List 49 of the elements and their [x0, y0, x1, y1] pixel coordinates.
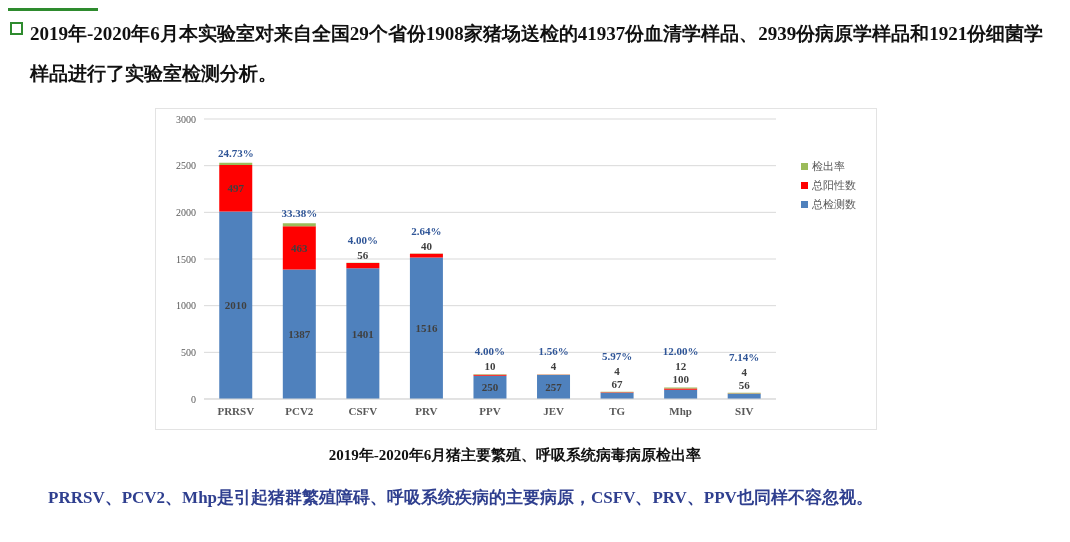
- text: PRRSV、PCV2、Mhp是引起猪群繁殖障碍、呼吸系统疾病的主要病原，CSFV、PRV、PPV也同样不容忽视。: [48, 487, 874, 509]
- y-tick-label: 500: [181, 346, 196, 358]
- data-label: 2010: [224, 299, 248, 312]
- x-tick-label: PRV: [415, 404, 438, 417]
- data-label: 67: [611, 377, 624, 390]
- data-label: 1.56%: [538, 345, 569, 358]
- x-tick-label: CSFV: [348, 404, 378, 417]
- data-label: 5.97%: [601, 349, 633, 362]
- data-label: 56: [738, 378, 751, 391]
- y-tick-label: 2000: [176, 206, 196, 218]
- data-label: 497: [227, 182, 245, 195]
- x-tick-label: TG: [609, 404, 626, 417]
- data-label: 100: [672, 373, 690, 386]
- x-tick-label: SIV: [735, 404, 754, 417]
- y-tick-label: 0: [191, 393, 196, 405]
- y-tick-label: 1000: [176, 300, 196, 312]
- y-tick-label: 3000: [176, 113, 196, 125]
- data-label: 12.00%: [662, 345, 699, 358]
- data-label: 24.73%: [217, 146, 254, 159]
- x-tick-label: Mhp: [669, 404, 692, 417]
- y-tick-label: 1500: [176, 253, 196, 265]
- x-tick-label: PRRSV: [217, 404, 255, 417]
- data-label: 4.00%: [347, 233, 378, 246]
- data-label: 1401: [351, 327, 374, 340]
- data-label: 56: [357, 248, 369, 261]
- text: 2019年-2020年6月猪主要繁殖、呼吸系统病毒病原检出率: [327, 446, 703, 465]
- legend-label: 检出率: [811, 159, 846, 174]
- data-label: 2.64%: [411, 224, 442, 237]
- data-label: 40: [420, 239, 433, 252]
- data-label: 463: [291, 241, 309, 254]
- data-label: 257: [545, 381, 563, 394]
- data-label: 4: [550, 360, 557, 373]
- chart-title: 2019年-2020年6月本实验室对来自全国29个省份1908家猪场送检的41937份血清学样品、2939份病原学样品和1921份细菌学样品进行了实验室检测分析。: [30, 22, 1045, 86]
- legend-label: 总检测数: [811, 197, 856, 212]
- data-label: 4: [614, 364, 621, 377]
- data-label: 4.00%: [474, 345, 506, 358]
- x-tick-label: PCV2: [285, 404, 314, 417]
- data-label: 1516: [415, 322, 438, 335]
- data-label: 7.14%: [729, 350, 760, 363]
- data-label: 33.38%: [281, 207, 318, 220]
- x-tick-label: PPV: [479, 404, 501, 417]
- x-tick-label: JEV: [543, 404, 564, 417]
- data-label: 10: [484, 360, 496, 373]
- legend-label: 总阳性数: [811, 178, 856, 193]
- data-label: 4: [741, 365, 748, 378]
- data-label: 250: [481, 381, 499, 394]
- y-tick-label: 2500: [176, 160, 196, 172]
- data-label: 1387: [288, 328, 311, 341]
- data-label: 12: [675, 360, 687, 373]
